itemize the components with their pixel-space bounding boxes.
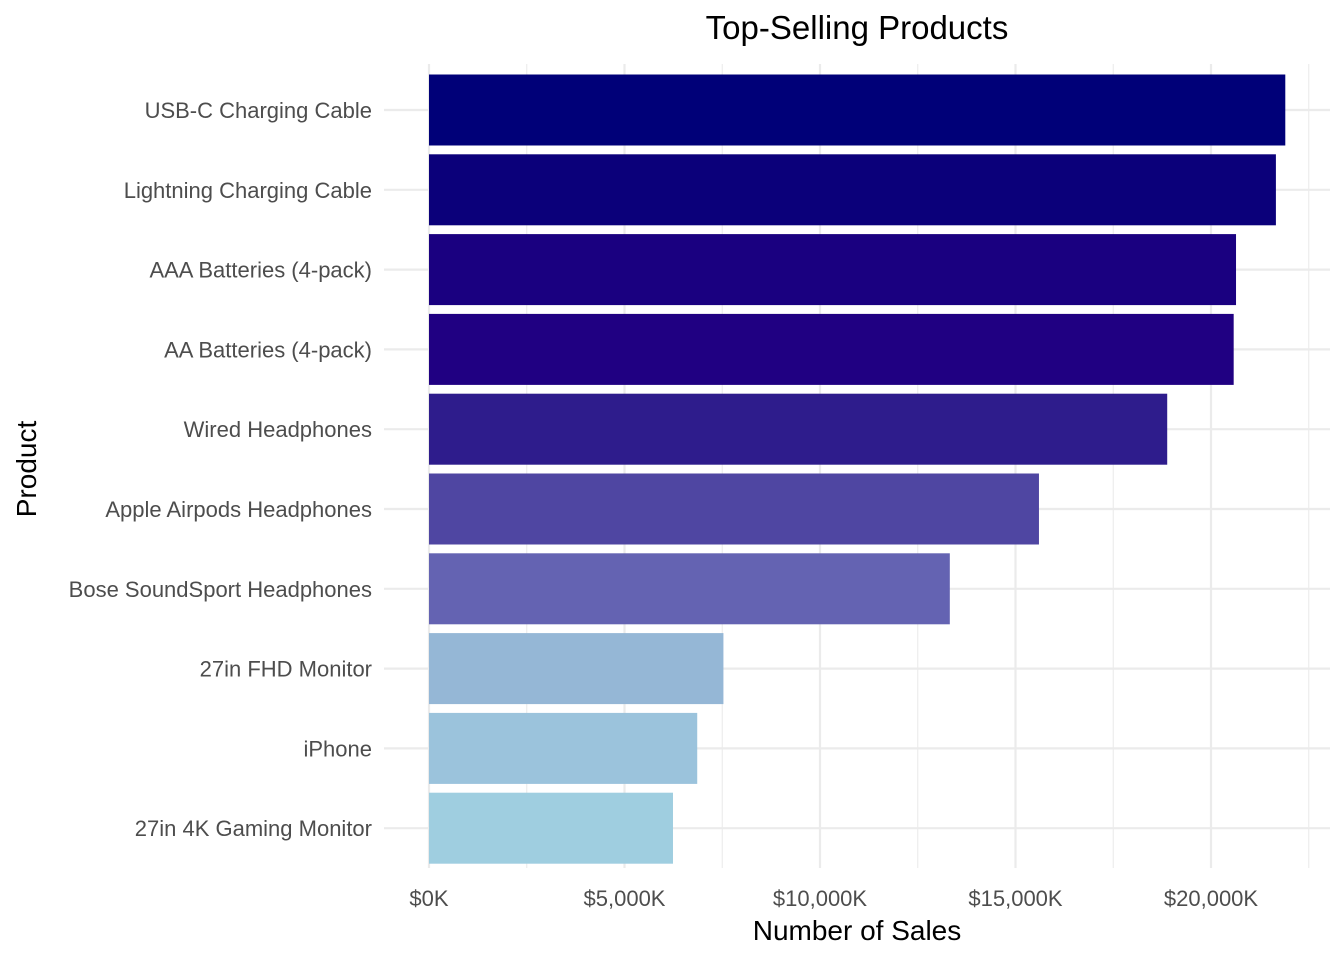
y-tick-label: Bose SoundSport Headphones xyxy=(69,577,372,602)
bar xyxy=(429,74,1286,146)
bar xyxy=(429,473,1039,545)
bar xyxy=(429,792,673,864)
bar xyxy=(429,633,724,705)
y-tick-label: Wired Headphones xyxy=(184,417,372,442)
x-tick-label: $10,000K xyxy=(773,886,868,911)
y-tick-label: AA Batteries (4-pack) xyxy=(164,337,372,362)
bar xyxy=(429,154,1276,226)
y-tick-label: Lightning Charging Cable xyxy=(124,178,372,203)
y-axis-title: Product xyxy=(11,421,42,518)
x-axis-ticks: $0K $5,000K $10,000K $15,000K $20,000K xyxy=(409,886,1258,911)
y-tick-label: USB-C Charging Cable xyxy=(145,98,372,123)
y-tick-label: Apple Airpods Headphones xyxy=(105,497,372,522)
x-tick-label: $15,000K xyxy=(968,886,1063,911)
bars xyxy=(429,74,1286,864)
y-tick-label: AAA Batteries (4-pack) xyxy=(149,258,372,283)
x-axis-title: Number of Sales xyxy=(753,915,962,946)
x-tick-label: $20,000K xyxy=(1164,886,1259,911)
chart-title: Top-Selling Products xyxy=(706,9,1009,46)
bar xyxy=(429,712,698,784)
y-tick-label: iPhone xyxy=(303,736,372,761)
bar xyxy=(429,313,1234,385)
y-tick-label: 27in FHD Monitor xyxy=(200,657,372,682)
x-tick-label: $0K xyxy=(409,886,448,911)
y-axis-ticks: USB-C Charging Cable Lightning Charging C… xyxy=(69,98,372,841)
x-tick-label: $5,000K xyxy=(584,886,666,911)
bar xyxy=(429,553,950,625)
y-tick-label: 27in 4K Gaming Monitor xyxy=(135,816,372,841)
bar xyxy=(429,393,1168,465)
bar xyxy=(429,234,1237,306)
